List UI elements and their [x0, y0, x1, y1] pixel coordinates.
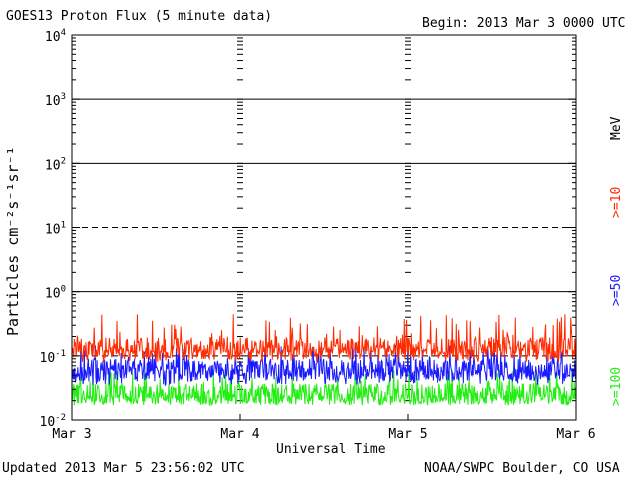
legend-series-ge50: >=50: [609, 274, 624, 306]
series-line: [71, 344, 577, 387]
x-tick-label: Mar 5: [388, 427, 427, 442]
y-tick-label: 10-1: [40, 349, 67, 366]
series-line: [71, 370, 577, 407]
x-tick-label: Mar 4: [220, 427, 259, 442]
series-line: [71, 314, 577, 363]
legend-unit-label: MeV: [609, 116, 624, 140]
updated-timestamp: Updated 2013 Mar 5 23:56:02 UTC: [2, 461, 245, 476]
y-axis-label: Particles cm⁻²s⁻¹sr⁻¹: [4, 146, 22, 336]
x-tick-label: Mar 6: [556, 427, 595, 442]
y-tick-label: 101: [45, 221, 66, 238]
legend-series-ge100: >=100: [609, 366, 624, 406]
x-axis-label: Universal Time: [276, 442, 386, 457]
y-tick-label: 102: [45, 156, 66, 173]
x-tick-label: Mar 3: [52, 427, 91, 442]
y-tick-label: 100: [45, 285, 66, 302]
begin-time: Begin: 2013 Mar 3 0000 UTC: [422, 16, 626, 31]
y-tick-label: 104: [45, 28, 66, 45]
source-credit: NOAA/SWPC Boulder, CO USA: [424, 461, 620, 476]
y-tick-label: 103: [45, 92, 66, 109]
y-tick-label: 10-2: [40, 413, 67, 430]
legend-series-ge10: >=10: [609, 186, 624, 218]
chart-title: GOES13 Proton Flux (5 minute data): [6, 9, 273, 24]
